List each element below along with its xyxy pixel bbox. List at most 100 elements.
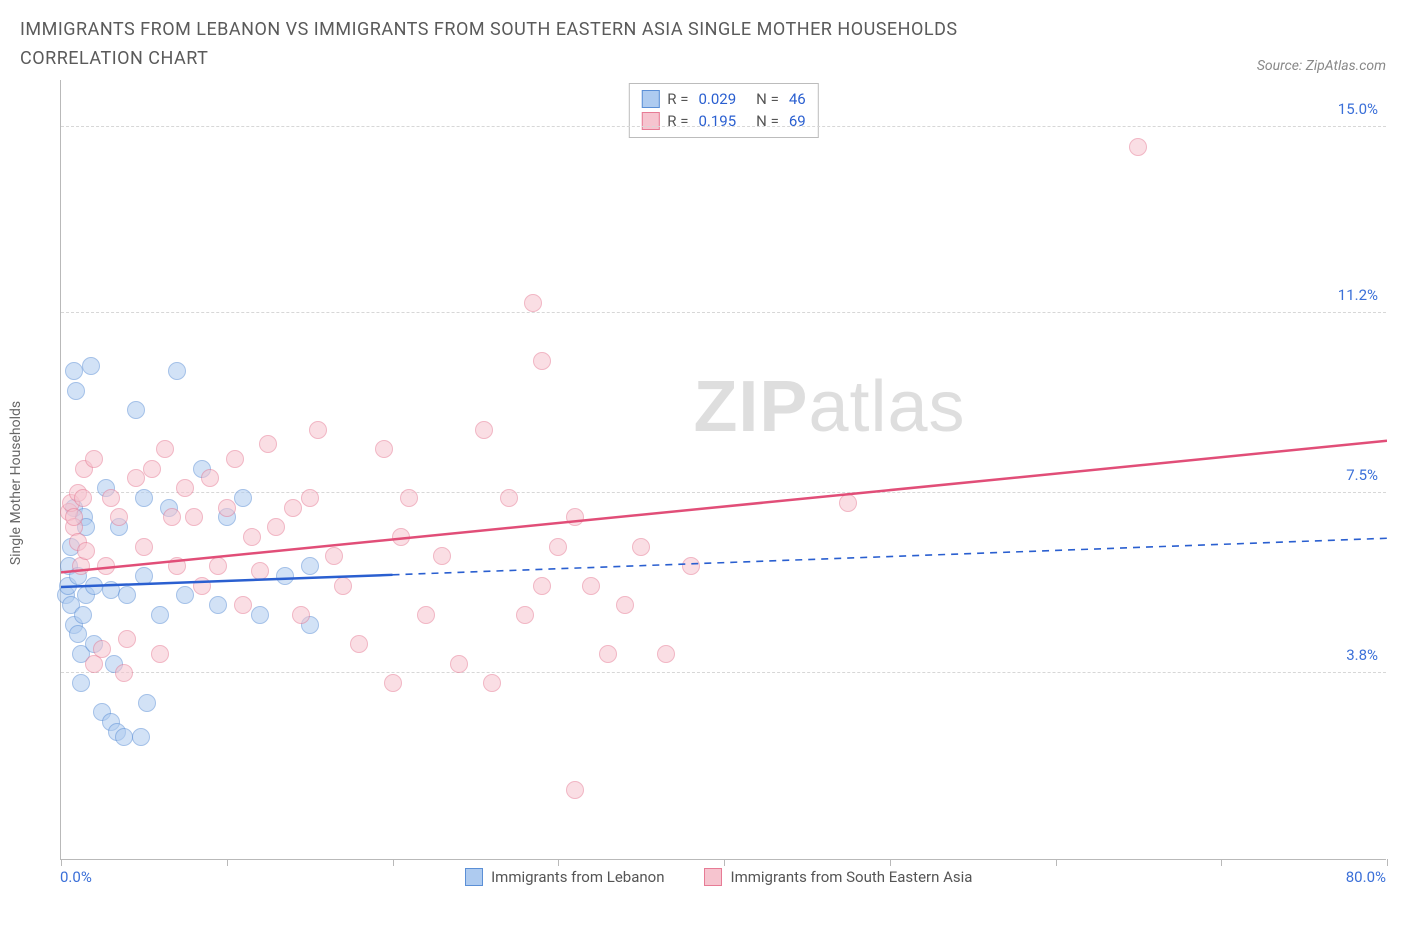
data-point xyxy=(218,499,236,517)
data-point xyxy=(74,489,92,507)
data-point xyxy=(77,542,95,560)
data-point xyxy=(138,694,156,712)
data-point xyxy=(135,489,153,507)
stats-legend-row: R = 0.195 N = 69 xyxy=(641,110,805,133)
r-value: 0.195 xyxy=(698,110,736,133)
data-point xyxy=(65,362,83,380)
data-point xyxy=(163,508,181,526)
data-point xyxy=(156,440,174,458)
data-point xyxy=(276,567,294,585)
data-point xyxy=(566,781,584,799)
stats-legend-row: R =0.029N =46 xyxy=(641,88,805,111)
data-point xyxy=(267,518,285,536)
y-tick-label: 7.5% xyxy=(1346,466,1378,484)
stats-legend: R = 0.029 N = 46R = 0.195 N = 69 xyxy=(628,83,818,138)
data-point xyxy=(72,674,90,692)
data-point xyxy=(375,440,393,458)
data-point xyxy=(516,606,534,624)
data-point xyxy=(151,645,169,663)
series-legend-label: Immigrants from Lebanon xyxy=(491,868,664,886)
data-point xyxy=(657,645,675,663)
data-point xyxy=(309,421,327,439)
x-tick xyxy=(1056,859,1057,866)
data-point xyxy=(234,489,252,507)
trend-lines xyxy=(61,80,1387,860)
data-point xyxy=(135,538,153,556)
data-point xyxy=(483,674,501,692)
data-point xyxy=(533,577,551,595)
data-point xyxy=(284,499,302,517)
y-tick-label: 15.0% xyxy=(1338,100,1378,118)
r-label: R = xyxy=(667,110,688,133)
data-point xyxy=(243,528,261,546)
data-point xyxy=(325,547,343,565)
data-point xyxy=(292,606,310,624)
data-point xyxy=(226,450,244,468)
series-legend-item: Immigrants from South Eastern Asia xyxy=(704,868,972,886)
gridline xyxy=(61,492,1386,493)
data-point xyxy=(400,489,418,507)
data-point xyxy=(384,674,402,692)
data-point xyxy=(176,586,194,604)
data-point xyxy=(85,577,103,595)
legend-swatch xyxy=(465,868,483,886)
legend-swatch xyxy=(704,868,722,886)
data-point xyxy=(632,538,650,556)
data-point xyxy=(168,362,186,380)
data-point xyxy=(102,489,120,507)
data-point xyxy=(549,538,567,556)
r-value: 0.029 xyxy=(698,88,736,111)
data-point xyxy=(118,630,136,648)
data-point xyxy=(524,294,542,312)
gridline xyxy=(61,126,1386,127)
data-point xyxy=(475,421,493,439)
chart-title: IMMIGRANTS FROM LEBANON VS IMMIGRANTS FR… xyxy=(20,16,1080,74)
gridline xyxy=(61,312,1386,313)
data-point xyxy=(566,508,584,526)
y-tick-label: 11.2% xyxy=(1338,286,1378,304)
x-tick xyxy=(1387,859,1388,866)
data-point xyxy=(500,489,518,507)
data-point xyxy=(185,508,203,526)
data-point xyxy=(582,577,600,595)
data-point xyxy=(93,640,111,658)
data-point xyxy=(209,557,227,575)
data-point xyxy=(132,728,150,746)
data-point xyxy=(82,357,100,375)
data-point xyxy=(115,664,133,682)
n-label: N = xyxy=(756,110,779,133)
data-point xyxy=(301,557,319,575)
data-point xyxy=(616,596,634,614)
data-point xyxy=(67,382,85,400)
data-point xyxy=(97,557,115,575)
data-point xyxy=(127,469,145,487)
data-point xyxy=(168,557,186,575)
data-point xyxy=(301,489,319,507)
x-min-label: 0.0% xyxy=(60,868,92,886)
data-point xyxy=(102,581,120,599)
data-point xyxy=(85,450,103,468)
data-point xyxy=(143,460,161,478)
x-tick xyxy=(558,859,559,866)
data-point xyxy=(450,655,468,673)
x-tick xyxy=(61,859,62,866)
data-point xyxy=(839,494,857,512)
data-point xyxy=(69,625,87,643)
x-axis-row: 0.0% Immigrants from LebanonImmigrants f… xyxy=(60,868,1386,886)
data-point xyxy=(201,469,219,487)
data-point xyxy=(392,528,410,546)
n-value: 46 xyxy=(789,88,806,111)
data-point xyxy=(135,567,153,585)
r-label: R = xyxy=(667,88,688,111)
scatter-plot: ZIPatlas R =0.029N =46R =0.195N =69 3.8%… xyxy=(60,80,1386,860)
legend-swatch xyxy=(641,112,659,130)
data-point xyxy=(151,606,169,624)
n-value: 69 xyxy=(789,110,806,133)
series-legend-item: Immigrants from Lebanon xyxy=(465,868,664,886)
data-point xyxy=(110,508,128,526)
data-point xyxy=(234,596,252,614)
data-point xyxy=(251,606,269,624)
data-point xyxy=(1129,138,1147,156)
series-legend: Immigrants from Lebanon Immigrants from S… xyxy=(465,868,972,886)
y-axis-title: Single Mother Households xyxy=(8,400,24,564)
